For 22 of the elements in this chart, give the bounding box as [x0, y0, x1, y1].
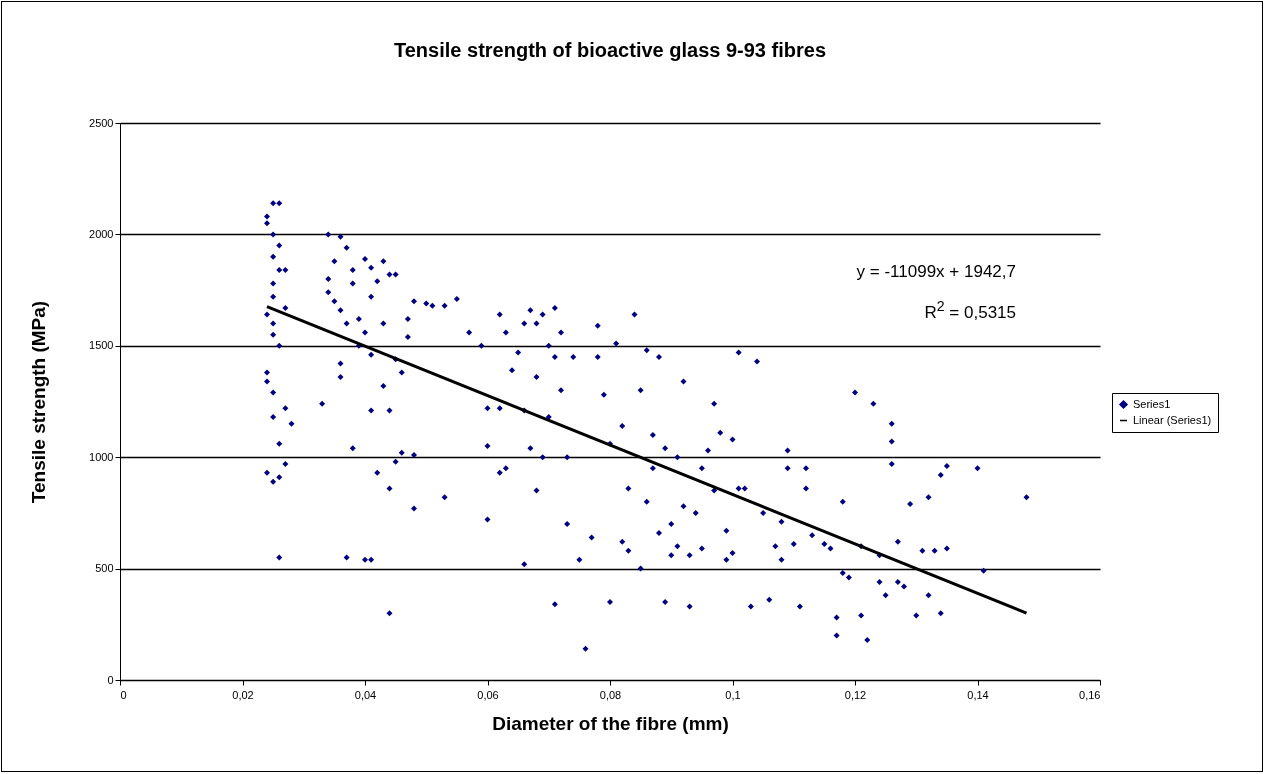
chart-title: Tensile strength of bioactive glass 9-93 fibres	[394, 39, 826, 61]
x-tick-label: 0,14	[967, 688, 989, 701]
x-axis-title: Diameter of the fibre (mm)	[492, 712, 729, 734]
legend-label: Series1	[1133, 397, 1171, 410]
y-tick-label: 0	[107, 673, 114, 686]
y-tick-label: 500	[95, 562, 114, 575]
y-tick-label: 1500	[89, 339, 114, 352]
x-tick-label: 0,16	[1079, 688, 1101, 701]
annotation: R$^{2}$ = 0,5315	[924, 298, 1016, 323]
y-axis-title: Tensile strength (MPa)	[28, 300, 50, 504]
x-tick-label: 0,02	[232, 688, 254, 701]
legend-label: Linear (Series1)	[1133, 413, 1212, 426]
x-tick-label: 0,1	[725, 688, 741, 701]
y-tick-label: 2500	[89, 116, 114, 129]
x-tick-label: 0,06	[477, 688, 499, 701]
x-tick-label: 0,08	[599, 688, 622, 701]
y-tick-label: 2000	[89, 227, 114, 240]
x-tick-label: 0,04	[354, 688, 377, 701]
annotation: y = -11099x + 1942,7	[856, 262, 1016, 282]
x-tick-label: 0	[120, 688, 127, 701]
y-tick-label: 1000	[89, 450, 114, 463]
x-tick-label: 0,12	[844, 688, 867, 701]
